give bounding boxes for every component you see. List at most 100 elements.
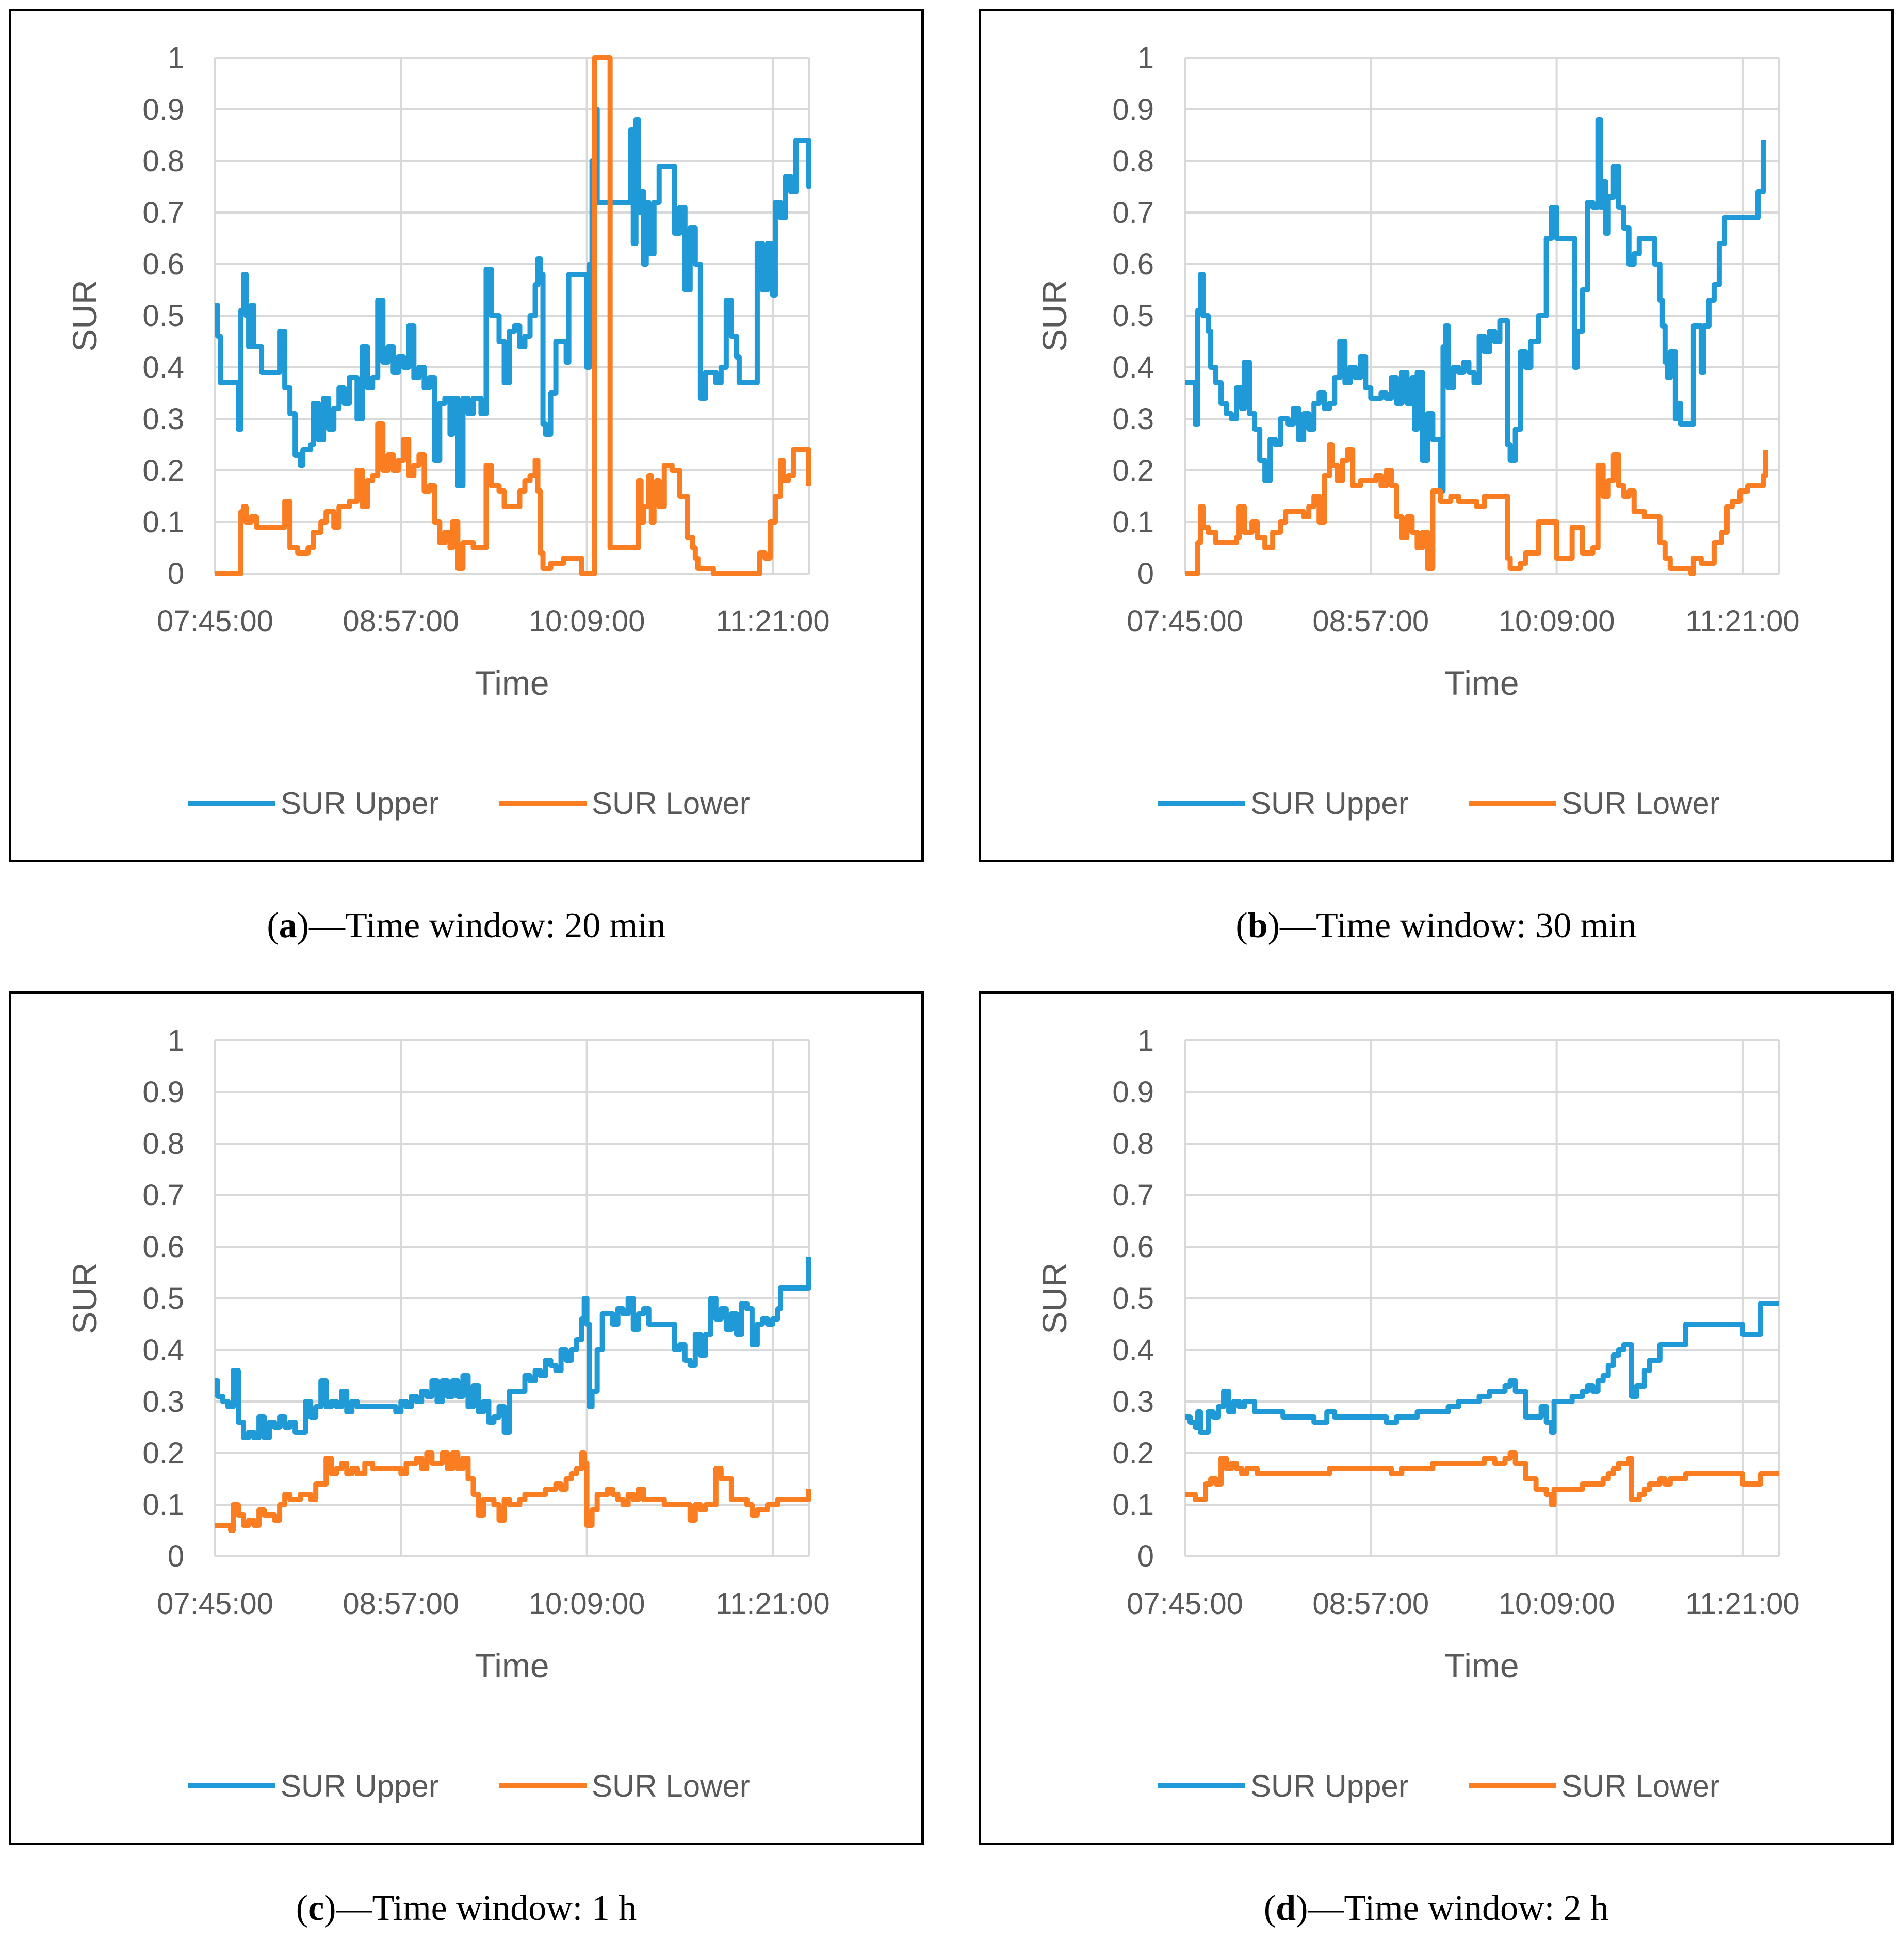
y-tick-label: 0.6 <box>1112 1230 1154 1264</box>
chart-svg-b: 0 0.1 0.2 0.3 0.4 0.5 0.6 0.7 0.8 0.9 1 07:45:00 08:… <box>1035 41 1800 821</box>
caption-c: (c)—Time window: 1 h <box>296 1888 637 1928</box>
x-tick-label: 10:09:00 <box>529 605 645 638</box>
x-tick-label: 10:09:00 <box>1499 605 1615 638</box>
y-tick-label: 0.3 <box>1112 1385 1154 1419</box>
series-line-sur-upper <box>215 107 811 488</box>
chart-panel-b: 0 0.1 0.2 0.3 0.4 0.5 0.6 0.7 0.8 0.9 1 07:45:00 08:… <box>979 9 1894 862</box>
y-tick-label: 0 <box>168 557 184 591</box>
y-tick-label: 0.9 <box>1112 1075 1154 1109</box>
y-tick-label: 0.7 <box>1112 1179 1154 1212</box>
y-tick-label: 0.2 <box>142 454 184 487</box>
caption-text: —Time window: 2 h <box>1308 1888 1609 1928</box>
x-tick-label: 11:21:00 <box>715 1587 829 1621</box>
x-tick-label: 08:57:00 <box>1312 605 1429 638</box>
series-line-sur-upper <box>215 1257 811 1440</box>
y-tick-label: 1 <box>1137 41 1154 75</box>
x-tick-label: 07:45:00 <box>1127 1587 1243 1621</box>
legend-label: SUR Lower <box>1561 1769 1720 1803</box>
x-axis-label: Time <box>475 664 549 702</box>
x-tick-label: 07:45:00 <box>157 1587 273 1621</box>
y-tick-label: 0.8 <box>142 1127 184 1161</box>
y-tick-label: 0.9 <box>1112 93 1154 126</box>
legend-label: SUR Lower <box>592 1769 750 1803</box>
chart-svg-a: 0 0.1 0.2 0.3 0.4 0.5 0.6 0.7 0.8 0.9 1 07:45:00 08:… <box>66 41 830 821</box>
chart-svg-d: 0 0.1 0.2 0.3 0.4 0.5 0.6 0.7 0.8 0.9 1 07:45:00 08:… <box>1035 1024 1800 1803</box>
y-tick-label: 1 <box>1137 1024 1154 1057</box>
y-tick-label: 0 <box>168 1540 184 1573</box>
x-tick-label: 11:21:00 <box>1685 605 1799 638</box>
y-tick-label: 0.2 <box>1112 1437 1154 1470</box>
x-tick-label: 10:09:00 <box>529 1587 645 1621</box>
y-tick-label: 0.8 <box>142 144 184 178</box>
caption-d: (d)—Time window: 2 h <box>1263 1888 1609 1928</box>
chart-panel-a: 0 0.1 0.2 0.3 0.4 0.5 0.6 0.7 0.8 0.9 1 07:45:00 08:… <box>9 9 924 862</box>
x-axis-label: Time <box>1444 1646 1519 1685</box>
x-tick-label: 07:45:00 <box>157 605 273 638</box>
y-tick-label: 0.1 <box>1112 1488 1154 1522</box>
series-line-sur-lower <box>1185 442 1768 576</box>
y-tick-label: 0.4 <box>1112 351 1154 384</box>
y-tick-label: 0.6 <box>1112 248 1154 281</box>
y-tick-label: 0.2 <box>1112 454 1154 487</box>
y-tick-label: 0.9 <box>142 1075 184 1109</box>
y-tick-label: 0.7 <box>1112 196 1154 230</box>
legend-label: SUR Upper <box>281 786 439 821</box>
y-tick-label: 1 <box>168 41 184 75</box>
x-axis-label: Time <box>1444 664 1519 702</box>
caption-text: —Time window: 30 min <box>1279 906 1637 945</box>
legend-label: SUR Lower <box>1561 786 1720 821</box>
y-tick-label: 0.6 <box>142 1230 184 1264</box>
caption-b: (b)—Time window: 30 min <box>1235 906 1637 945</box>
y-tick-label: 0.4 <box>142 1333 184 1367</box>
series-line-sur-upper <box>1185 1301 1779 1435</box>
legend-label: SUR Upper <box>1250 786 1409 821</box>
caption-a: (a)—Time window: 20 min <box>267 906 666 945</box>
y-axis-label: SUR <box>1035 280 1073 351</box>
y-tick-label: 0.8 <box>1112 1127 1154 1161</box>
legend-label: SUR Upper <box>1250 1769 1409 1803</box>
y-axis-label: SUR <box>66 1262 104 1334</box>
y-tick-label: 0.5 <box>1112 1282 1154 1315</box>
y-tick-label: 0.3 <box>142 1385 184 1419</box>
chart-panel-d: 0 0.1 0.2 0.3 0.4 0.5 0.6 0.7 0.8 0.9 1 07:45:00 08:… <box>979 991 1894 1845</box>
y-tick-label: 0.4 <box>1112 1333 1154 1367</box>
y-tick-label: 0.7 <box>142 1179 184 1212</box>
y-tick-label: 0.6 <box>142 248 184 281</box>
legend-label: SUR Lower <box>592 786 750 821</box>
y-tick-label: 0.2 <box>142 1437 184 1470</box>
x-tick-label: 07:45:00 <box>1127 605 1243 638</box>
caption-letter: b <box>1247 906 1268 945</box>
chart-panel-c: 0 0.1 0.2 0.3 0.4 0.5 0.6 0.7 0.8 0.9 1 07:45:00 08:… <box>9 991 924 1845</box>
y-axis-label: SUR <box>66 280 104 351</box>
y-tick-label: 0.7 <box>142 196 184 230</box>
y-tick-label: 0 <box>1137 1540 1154 1573</box>
y-tick-label: 0.5 <box>142 1282 184 1315</box>
x-tick-label: 11:21:00 <box>715 605 829 638</box>
series-line-sur-lower <box>1185 1450 1779 1507</box>
x-tick-label: 08:57:00 <box>1312 1587 1429 1621</box>
caption-letter: d <box>1276 1888 1296 1928</box>
y-tick-label: 0.1 <box>1112 506 1154 539</box>
series-line-sur-lower <box>215 1450 811 1533</box>
y-tick-label: 0.8 <box>1112 144 1154 178</box>
x-tick-label: 08:57:00 <box>343 1587 459 1621</box>
y-tick-label: 0.1 <box>142 506 184 539</box>
y-tick-label: 0.1 <box>142 1488 184 1522</box>
series-line-sur-upper <box>1185 117 1766 494</box>
caption-letter: a <box>279 906 297 945</box>
caption-letter: c <box>308 1888 324 1928</box>
y-tick-label: 0.3 <box>142 402 184 436</box>
y-tick-label: 1 <box>168 1024 184 1057</box>
y-tick-label: 0.5 <box>142 299 184 333</box>
y-axis-label: SUR <box>1035 1262 1073 1334</box>
x-tick-label: 08:57:00 <box>343 605 459 638</box>
series-line-sur-lower <box>215 55 811 576</box>
chart-svg-c: 0 0.1 0.2 0.3 0.4 0.5 0.6 0.7 0.8 0.9 1 07:45:00 08:… <box>66 1024 830 1803</box>
x-tick-label: 11:21:00 <box>1685 1587 1799 1621</box>
legend-label: SUR Upper <box>281 1769 439 1803</box>
y-tick-label: 0.9 <box>142 93 184 126</box>
caption-text: —Time window: 1 h <box>336 1888 637 1928</box>
x-tick-label: 10:09:00 <box>1499 1587 1615 1621</box>
y-tick-label: 0 <box>1137 557 1154 591</box>
y-tick-label: 0.3 <box>1112 402 1154 436</box>
